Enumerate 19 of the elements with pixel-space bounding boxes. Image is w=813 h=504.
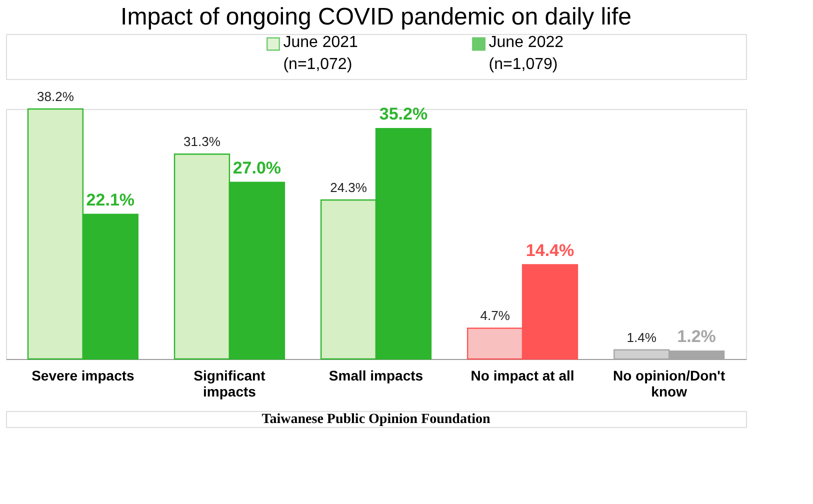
- x-tick-label: No opinion/Don't know: [612, 368, 726, 400]
- legend-label: June 2021 (n=1,072): [283, 34, 358, 73]
- legend-label: June 2022 (n=1,079): [488, 34, 564, 73]
- data-label: 35.2%: [379, 104, 428, 124]
- x-tick-label: No impact at all: [470, 368, 574, 384]
- x-tick-label: Small impacts: [328, 368, 424, 384]
- data-label: 1.2%: [677, 327, 716, 346]
- data-label: 14.4%: [526, 240, 574, 260]
- data-label: 38.2%: [37, 89, 74, 104]
- chart-title: Impact of ongoing COVID pandemic on daily life: [120, 4, 632, 30]
- data-label: 31.3%: [184, 134, 221, 150]
- x-tick-label: Significant impacts: [194, 368, 266, 400]
- x-tick-label: Severe impacts: [32, 368, 135, 384]
- data-label: 24.3%: [330, 180, 368, 195]
- data-label: 1.4%: [626, 330, 657, 345]
- text: Taiwanese Public Opinion Foundation: [262, 412, 491, 427]
- data-label: 4.7%: [480, 308, 510, 324]
- data-label: 27.0%: [232, 158, 282, 178]
- data-label: 22.1%: [86, 190, 135, 210]
